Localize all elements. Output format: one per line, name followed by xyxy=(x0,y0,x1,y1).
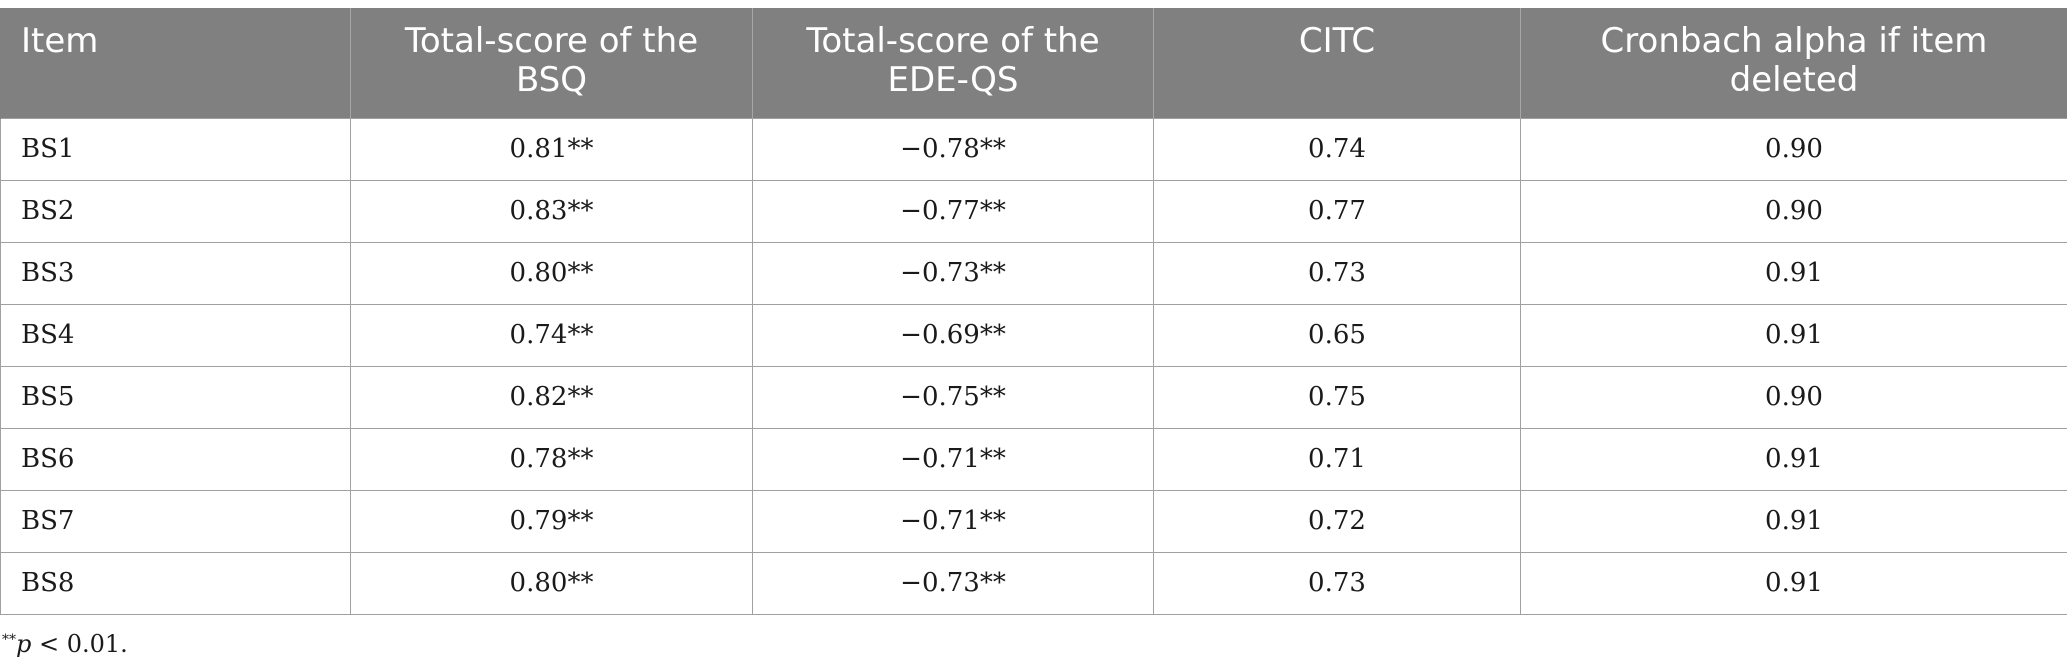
cell-citc: 0.75 xyxy=(1153,365,1521,429)
table-row: BS1 0.81** −0.78** 0.74 0.90 xyxy=(0,117,2067,181)
cell-item: BS7 xyxy=(0,489,351,553)
cell-edeqs: −0.77** xyxy=(752,179,1154,243)
cell-alpha: 0.91 xyxy=(1520,241,2067,305)
footnote-variable: p xyxy=(16,630,32,658)
cell-bsq: 0.82** xyxy=(350,365,753,429)
cell-citc: 0.73 xyxy=(1153,551,1521,615)
table-row: BS3 0.80** −0.73** 0.73 0.91 xyxy=(0,241,2067,305)
table-row: BS5 0.82** −0.75** 0.75 0.90 xyxy=(0,365,2067,429)
table-footnote: **p < 0.01. xyxy=(2,630,128,658)
cell-edeqs: −0.75** xyxy=(752,365,1154,429)
cell-edeqs: −0.78** xyxy=(752,117,1154,181)
cell-bsq: 0.80** xyxy=(350,551,753,615)
cell-bsq: 0.83** xyxy=(350,179,753,243)
cell-item: BS5 xyxy=(0,365,351,429)
cell-bsq: 0.81** xyxy=(350,117,753,181)
table-row: BS4 0.74** −0.69** 0.65 0.91 xyxy=(0,303,2067,367)
cell-edeqs: −0.71** xyxy=(752,489,1154,553)
cell-item: BS1 xyxy=(0,117,351,181)
cell-edeqs: −0.73** xyxy=(752,241,1154,305)
cell-edeqs: −0.71** xyxy=(752,427,1154,491)
cell-citc: 0.72 xyxy=(1153,489,1521,553)
cell-citc: 0.74 xyxy=(1153,117,1521,181)
header-citc: CITC xyxy=(1153,8,1521,118)
header-cronbach-alpha: Cronbach alpha if item deleted xyxy=(1520,8,2067,118)
cell-item: BS6 xyxy=(0,427,351,491)
cell-item: BS2 xyxy=(0,179,351,243)
cell-citc: 0.77 xyxy=(1153,179,1521,243)
footnote-marker: ** xyxy=(2,632,16,648)
data-table: Item Total-score of the BSQ Total-score … xyxy=(0,8,2067,615)
header-bsq-total: Total-score of the BSQ xyxy=(350,8,753,118)
cell-alpha: 0.91 xyxy=(1520,551,2067,615)
footnote-text: < 0.01. xyxy=(31,630,128,658)
cell-citc: 0.71 xyxy=(1153,427,1521,491)
table-row: BS7 0.79** −0.71** 0.72 0.91 xyxy=(0,489,2067,553)
cell-alpha: 0.90 xyxy=(1520,179,2067,243)
header-item: Item xyxy=(0,8,351,118)
cell-alpha: 0.90 xyxy=(1520,117,2067,181)
table-body: BS1 0.81** −0.78** 0.74 0.90 BS2 0.83** … xyxy=(0,117,2067,615)
cell-alpha: 0.91 xyxy=(1520,427,2067,491)
cell-citc: 0.73 xyxy=(1153,241,1521,305)
header-row: Item Total-score of the BSQ Total-score … xyxy=(0,8,2067,118)
table-row: BS8 0.80** −0.73** 0.73 0.91 xyxy=(0,551,2067,615)
cell-alpha: 0.91 xyxy=(1520,303,2067,367)
cell-bsq: 0.74** xyxy=(350,303,753,367)
cell-edeqs: −0.73** xyxy=(752,551,1154,615)
cell-bsq: 0.79** xyxy=(350,489,753,553)
table-container: Item Total-score of the BSQ Total-score … xyxy=(0,8,2067,615)
header-edeqs-total: Total-score of the EDE-QS xyxy=(752,8,1154,118)
cell-bsq: 0.80** xyxy=(350,241,753,305)
cell-item: BS4 xyxy=(0,303,351,367)
cell-item: BS8 xyxy=(0,551,351,615)
table-header: Item Total-score of the BSQ Total-score … xyxy=(0,8,2067,118)
cell-edeqs: −0.69** xyxy=(752,303,1154,367)
table-row: BS6 0.78** −0.71** 0.71 0.91 xyxy=(0,427,2067,491)
cell-alpha: 0.91 xyxy=(1520,489,2067,553)
cell-alpha: 0.90 xyxy=(1520,365,2067,429)
table-row: BS2 0.83** −0.77** 0.77 0.90 xyxy=(0,179,2067,243)
cell-item: BS3 xyxy=(0,241,351,305)
cell-bsq: 0.78** xyxy=(350,427,753,491)
cell-citc: 0.65 xyxy=(1153,303,1521,367)
